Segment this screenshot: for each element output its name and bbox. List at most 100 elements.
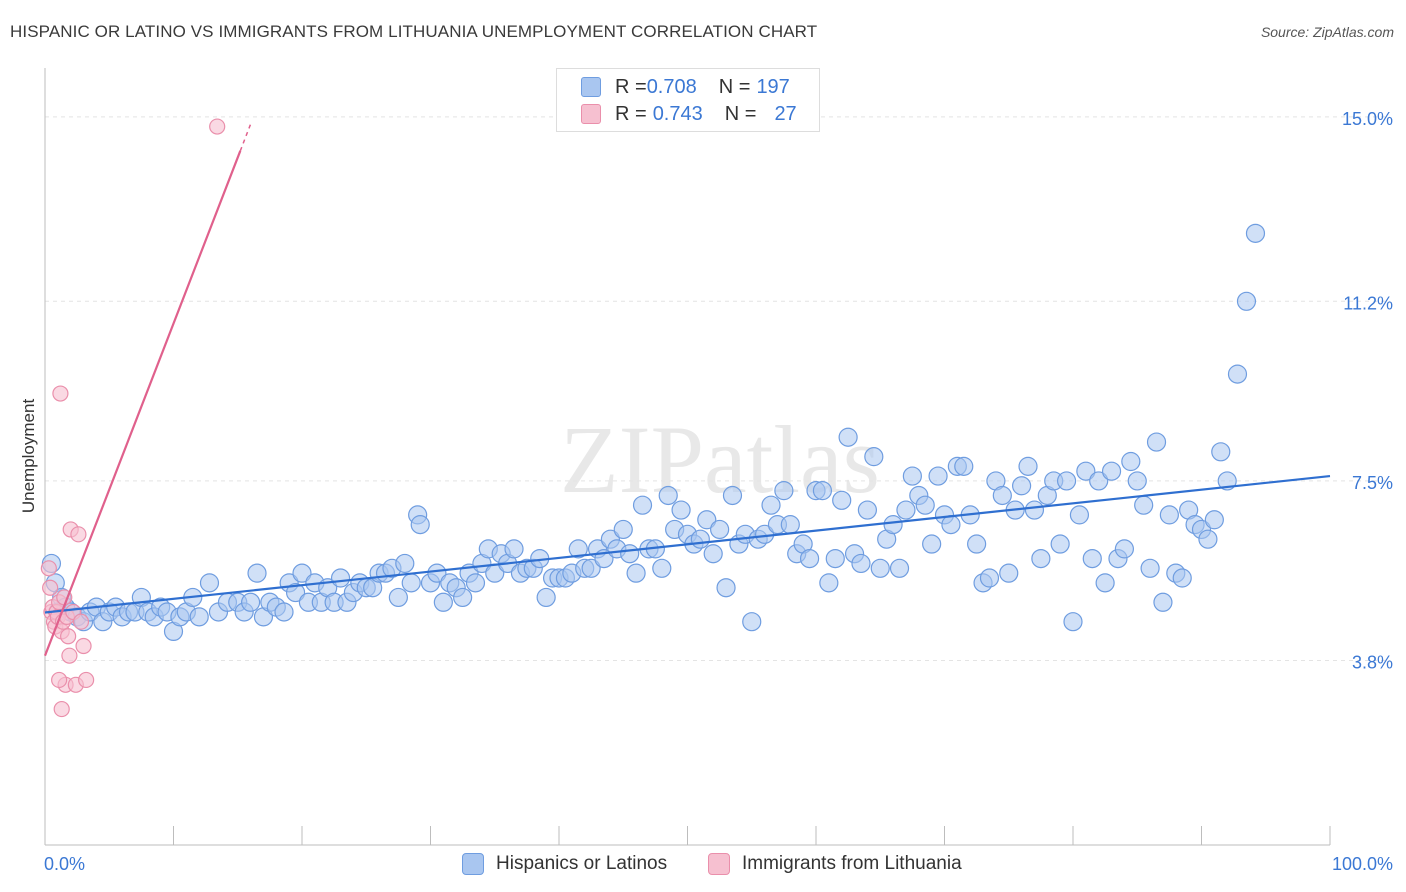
hispanic-point xyxy=(1211,442,1231,462)
hispanic-point xyxy=(902,466,922,486)
lithuania-point xyxy=(75,637,92,655)
lithuania-point xyxy=(40,560,57,577)
r-value: 0.708 xyxy=(646,75,697,98)
hispanic-point xyxy=(722,485,743,506)
r-value: 0.743 xyxy=(652,102,703,125)
y-tick-label-3: 15.0% xyxy=(1342,109,1393,129)
hispanic-point xyxy=(864,447,884,467)
hispanic-point xyxy=(427,563,447,583)
r-label: R = xyxy=(615,102,647,125)
grid-lines xyxy=(45,116,1390,662)
lithuania-point xyxy=(42,579,59,596)
hispanic-point xyxy=(581,558,601,578)
hispanic-point xyxy=(928,466,948,486)
hispanic-point xyxy=(915,495,935,515)
hispanic-point xyxy=(453,587,473,608)
hispanic-point xyxy=(780,515,800,535)
hispanic-point xyxy=(247,563,267,583)
x-tick-label-1: 100.0% xyxy=(1332,854,1393,874)
trend-lines xyxy=(43,123,1331,657)
hispanic-point xyxy=(1198,529,1218,549)
hispanic-point xyxy=(620,544,640,564)
lithuania-point xyxy=(52,385,69,402)
y-tick-labels: 3.8% 7.5% 11.2% 15.0% xyxy=(1342,109,1393,673)
hispanic-point xyxy=(1121,451,1141,472)
n-label: N = xyxy=(724,102,757,125)
hispanic-point xyxy=(465,573,486,593)
x-tick-labels: 0.0% 100.0% xyxy=(44,854,1393,874)
y-tick-label-2: 11.2% xyxy=(1343,293,1393,313)
hispanic-point xyxy=(992,485,1012,506)
hispanic-point xyxy=(1146,432,1167,452)
hispanic-point xyxy=(1069,505,1090,525)
hispanic-point xyxy=(395,553,415,574)
source-label: Source: ZipAtlas.com xyxy=(1260,24,1394,40)
hispanic-point xyxy=(1024,500,1045,520)
hispanic-point xyxy=(799,548,820,569)
hispanic-point xyxy=(1245,223,1266,243)
hispanic-point xyxy=(889,558,910,578)
hispanic-point xyxy=(1153,592,1173,612)
trend-line-hispanics xyxy=(44,474,1331,614)
hispanic-point xyxy=(1082,548,1102,569)
x-tick-label-0: 0.0% xyxy=(44,854,85,874)
hispanic-point xyxy=(1114,539,1135,559)
hispanic-point xyxy=(710,519,730,540)
hispanic-point xyxy=(1140,558,1160,578)
hispanic-point xyxy=(941,515,961,535)
hispanic-point xyxy=(954,456,974,476)
hispanic-point xyxy=(1134,495,1154,515)
lithuania-point xyxy=(209,118,226,135)
hispanic-point xyxy=(1089,471,1109,491)
hispanic-point xyxy=(433,592,453,612)
legend-row-lithuania: R = 0.743 N = 27 xyxy=(581,101,797,127)
legend-swatch-blue xyxy=(581,77,601,97)
hispanic-point xyxy=(1031,548,1051,569)
legend-swatch-blue xyxy=(462,853,484,875)
hispanic-point xyxy=(1227,364,1248,384)
hispanic-point xyxy=(1011,476,1032,496)
lithuania-point xyxy=(78,671,95,689)
correlation-legend: R = 0.708 N = 197 R = 0.743 N = 27 xyxy=(556,68,820,132)
hispanic-point xyxy=(671,500,691,520)
hispanic-point xyxy=(189,607,209,627)
hispanic-point xyxy=(1204,510,1224,530)
lithuania-point xyxy=(53,700,70,718)
hispanic-point xyxy=(658,485,678,506)
legend-swatch-pink xyxy=(581,104,601,124)
legend-swatch-pink xyxy=(708,853,730,875)
hispanic-point xyxy=(388,587,408,608)
hispanic-point xyxy=(819,573,839,593)
hispanic-point xyxy=(979,568,1000,588)
hispanic-point xyxy=(632,495,653,515)
hispanic-point xyxy=(568,539,588,559)
hispanic-point xyxy=(761,495,781,515)
hispanic-point xyxy=(1095,573,1115,593)
n-value: 197 xyxy=(756,75,790,98)
hispanic-point xyxy=(1236,291,1257,311)
watermark: ZIPatlas xyxy=(560,406,880,513)
hispanic-point xyxy=(1159,505,1179,525)
lithuania-point xyxy=(60,628,77,645)
hispanic-point xyxy=(536,587,556,608)
hispanic-point xyxy=(1172,568,1192,588)
bottom-legend-hispanics: Hispanics or Latinos xyxy=(462,850,667,878)
hispanic-point xyxy=(922,534,942,554)
lithuania-point xyxy=(51,671,68,689)
chart-title: HISPANIC OR LATINO VS IMMIGRANTS FROM LI… xyxy=(10,22,818,41)
legend-label: Hispanics or Latinos xyxy=(496,853,668,874)
hispanic-point xyxy=(274,602,294,622)
hispanic-point xyxy=(812,481,833,501)
r-label: R = xyxy=(615,75,647,98)
hispanic-point xyxy=(285,582,306,603)
hispanic-point xyxy=(967,534,987,554)
n-label: N = xyxy=(718,75,751,98)
legend-label: Immigrants from Lithuania xyxy=(742,853,962,874)
trend-line-lithuania-extension xyxy=(239,123,252,152)
hispanic-point xyxy=(1018,456,1038,476)
hispanic-point xyxy=(613,519,633,540)
bottom-legend-lithuania: Immigrants from Lithuania xyxy=(708,850,962,878)
hispanic-point xyxy=(896,500,916,520)
axes xyxy=(44,68,1331,846)
